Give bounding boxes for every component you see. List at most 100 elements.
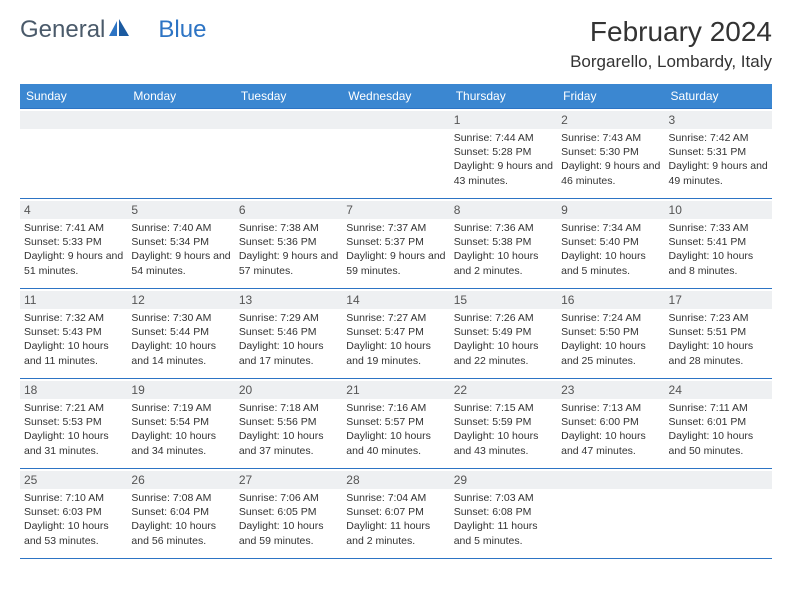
day-info: Sunrise: 7:32 AMSunset: 5:43 PMDaylight:… [24, 311, 123, 368]
weekday-header: Saturday [665, 84, 772, 109]
calendar-cell: 3 Sunrise: 7:42 AMSunset: 5:31 PMDaylight… [665, 109, 772, 199]
day-number: 17 [665, 291, 772, 309]
calendar-cell: 1 Sunrise: 7:44 AMSunset: 5:28 PMDaylight… [450, 109, 557, 199]
logo: General Blue [20, 16, 206, 44]
day-number: 23 [557, 381, 664, 399]
weekday-header: Monday [127, 84, 234, 109]
day-number: 8 [450, 201, 557, 219]
calendar-cell: 22Sunrise: 7:15 AMSunset: 5:59 PMDayligh… [450, 379, 557, 469]
day-number: 5 [127, 201, 234, 219]
day-number: 24 [665, 381, 772, 399]
logo-text-blue: Blue [158, 16, 206, 44]
calendar-cell: 17 Sunrise: 7:23 AMSunset: 5:51 PMDayligh… [665, 289, 772, 379]
day-number: 28 [342, 471, 449, 489]
day-info: Sunrise: 7:43 AMSunset: 5:30 PMDaylight:… [561, 131, 660, 188]
calendar-body: 1 Sunrise: 7:44 AMSunset: 5:28 PMDaylight… [20, 109, 772, 559]
calendar-cell: 7 Sunrise: 7:37 AMSunset: 5:37 PMDaylight… [342, 199, 449, 289]
day-number: 21 [342, 381, 449, 399]
day-number: 13 [235, 291, 342, 309]
calendar-cell: 18 Sunrise: 7:21 AMSunset: 5:53 PMDayligh… [20, 379, 127, 469]
calendar-cell: 25 Sunrise: 7:10 AMSunset: 6:03 PMDayligh… [20, 469, 127, 559]
calendar-row: 18 Sunrise: 7:21 AMSunset: 5:53 PMDayligh… [20, 379, 772, 469]
location: Borgarello, Lombardy, Italy [570, 52, 772, 72]
day-number: 14 [342, 291, 449, 309]
day-number: 12 [127, 291, 234, 309]
day-info: Sunrise: 7:30 AMSunset: 5:44 PMDaylight:… [131, 311, 230, 368]
day-info: Sunrise: 7:42 AMSunset: 5:31 PMDaylight:… [669, 131, 768, 188]
day-info: Sunrise: 7:21 AMSunset: 5:53 PMDaylight:… [24, 401, 123, 458]
weekday-header: Tuesday [235, 84, 342, 109]
day-number: 6 [235, 201, 342, 219]
calendar-cell [557, 469, 664, 559]
day-info: Sunrise: 7:04 AMSunset: 6:07 PMDaylight:… [346, 491, 445, 548]
day-info: Sunrise: 7:19 AMSunset: 5:54 PMDaylight:… [131, 401, 230, 458]
day-info: Sunrise: 7:33 AMSunset: 5:41 PMDaylight:… [669, 221, 768, 278]
day-info: Sunrise: 7:10 AMSunset: 6:03 PMDaylight:… [24, 491, 123, 548]
calendar-cell: 20Sunrise: 7:18 AMSunset: 5:56 PMDayligh… [235, 379, 342, 469]
weekday-header: Thursday [450, 84, 557, 109]
calendar-cell: 9 Sunrise: 7:34 AMSunset: 5:40 PMDaylight… [557, 199, 664, 289]
month-title: February 2024 [570, 16, 772, 48]
day-info: Sunrise: 7:08 AMSunset: 6:04 PMDaylight:… [131, 491, 230, 548]
day-number: 26 [127, 471, 234, 489]
calendar-cell [665, 469, 772, 559]
calendar-cell: 2 Sunrise: 7:43 AMSunset: 5:30 PMDaylight… [557, 109, 664, 199]
calendar-cell: 21 Sunrise: 7:16 AMSunset: 5:57 PMDayligh… [342, 379, 449, 469]
day-info: Sunrise: 7:37 AMSunset: 5:37 PMDaylight:… [346, 221, 445, 278]
day-number: 9 [557, 201, 664, 219]
day-number: 10 [665, 201, 772, 219]
day-info: Sunrise: 7:41 AMSunset: 5:33 PMDaylight:… [24, 221, 123, 278]
day-info: Sunrise: 7:44 AMSunset: 5:28 PMDaylight:… [454, 131, 553, 188]
calendar-cell: 14 Sunrise: 7:27 AMSunset: 5:47 PMDayligh… [342, 289, 449, 379]
day-info: Sunrise: 7:23 AMSunset: 5:51 PMDaylight:… [669, 311, 768, 368]
day-number: 18 [20, 381, 127, 399]
sail-icon [108, 16, 130, 44]
day-number: 4 [20, 201, 127, 219]
day-info: Sunrise: 7:38 AMSunset: 5:36 PMDaylight:… [239, 221, 338, 278]
calendar-cell: 28 Sunrise: 7:04 AMSunset: 6:07 PMDayligh… [342, 469, 449, 559]
day-info: Sunrise: 7:29 AMSunset: 5:46 PMDaylight:… [239, 311, 338, 368]
day-info: Sunrise: 7:06 AMSunset: 6:05 PMDaylight:… [239, 491, 338, 548]
calendar-cell: 12 Sunrise: 7:30 AMSunset: 5:44 PMDayligh… [127, 289, 234, 379]
calendar-cell: 5Sunrise: 7:40 AMSunset: 5:34 PMDaylight… [127, 199, 234, 289]
day-info: Sunrise: 7:26 AMSunset: 5:49 PMDaylight:… [454, 311, 553, 368]
calendar-table: SundayMondayTuesdayWednesdayThursdayFrid… [20, 84, 772, 559]
calendar-cell: 16 Sunrise: 7:24 AMSunset: 5:50 PMDayligh… [557, 289, 664, 379]
calendar-cell [342, 109, 449, 199]
calendar-cell: 6 Sunrise: 7:38 AMSunset: 5:36 PMDaylight… [235, 199, 342, 289]
day-info: Sunrise: 7:27 AMSunset: 5:47 PMDaylight:… [346, 311, 445, 368]
calendar-cell: 11 Sunrise: 7:32 AMSunset: 5:43 PMDayligh… [20, 289, 127, 379]
calendar-cell: 4 Sunrise: 7:41 AMSunset: 5:33 PMDaylight… [20, 199, 127, 289]
day-number: 25 [20, 471, 127, 489]
calendar-cell: 10 Sunrise: 7:33 AMSunset: 5:41 PMDayligh… [665, 199, 772, 289]
calendar-cell: 29 Sunrise: 7:03 AMSunset: 6:08 PMDayligh… [450, 469, 557, 559]
day-number: 11 [20, 291, 127, 309]
day-info: Sunrise: 7:16 AMSunset: 5:57 PMDaylight:… [346, 401, 445, 458]
calendar-row: 1 Sunrise: 7:44 AMSunset: 5:28 PMDaylight… [20, 109, 772, 199]
calendar-cell: 8Sunrise: 7:36 AMSunset: 5:38 PMDaylight… [450, 199, 557, 289]
day-number: 1 [450, 111, 557, 129]
logo-text-general: General [20, 16, 105, 44]
weekday-header: Sunday [20, 84, 127, 109]
day-number-empty [127, 111, 234, 129]
day-number: 29 [450, 471, 557, 489]
day-info: Sunrise: 7:34 AMSunset: 5:40 PMDaylight:… [561, 221, 660, 278]
day-number: 3 [665, 111, 772, 129]
day-number-empty [342, 111, 449, 129]
calendar-row: 25 Sunrise: 7:10 AMSunset: 6:03 PMDayligh… [20, 469, 772, 559]
day-info: Sunrise: 7:11 AMSunset: 6:01 PMDaylight:… [669, 401, 768, 458]
calendar-cell: 26 Sunrise: 7:08 AMSunset: 6:04 PMDayligh… [127, 469, 234, 559]
day-info: Sunrise: 7:03 AMSunset: 6:08 PMDaylight:… [454, 491, 553, 548]
day-number: 2 [557, 111, 664, 129]
calendar-cell [20, 109, 127, 199]
day-info: Sunrise: 7:24 AMSunset: 5:50 PMDaylight:… [561, 311, 660, 368]
weekday-header: Friday [557, 84, 664, 109]
calendar-cell: 27Sunrise: 7:06 AMSunset: 6:05 PMDayligh… [235, 469, 342, 559]
day-number: 16 [557, 291, 664, 309]
calendar-row: 11 Sunrise: 7:32 AMSunset: 5:43 PMDayligh… [20, 289, 772, 379]
day-number: 7 [342, 201, 449, 219]
day-number-empty [665, 471, 772, 489]
day-number: 15 [450, 291, 557, 309]
calendar-cell: 23Sunrise: 7:13 AMSunset: 6:00 PMDayligh… [557, 379, 664, 469]
header: General Blue February 2024 Borgarello, L… [20, 16, 772, 72]
